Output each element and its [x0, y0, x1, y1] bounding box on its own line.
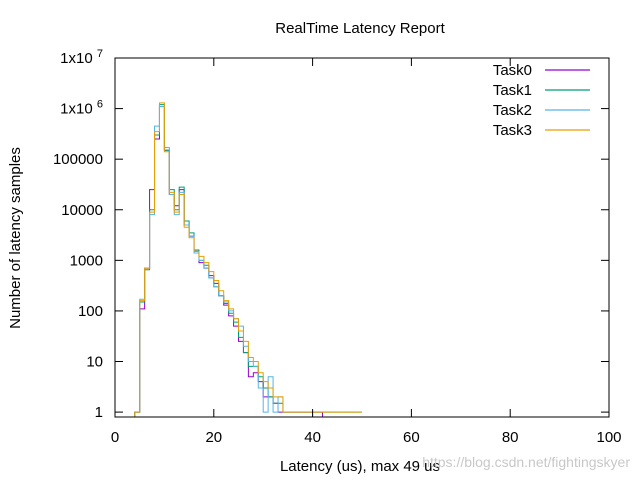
y-tick-label: 100	[78, 303, 103, 320]
plot-border	[114, 57, 610, 418]
watermark: https://blog.csdn.net/fightingskyer	[422, 454, 630, 470]
x-tick-label: 80	[502, 429, 519, 446]
y-tick-label: 100000	[53, 151, 103, 168]
x-tick-label: 0	[111, 429, 119, 446]
legend-label-task3: Task3	[493, 122, 532, 139]
x-tick-label: 20	[205, 429, 222, 446]
legend-label-task2: Task2	[493, 102, 532, 119]
y-tick-label: 1x10 6	[60, 99, 103, 118]
y-tick-label-base: 1x10	[60, 50, 97, 67]
y-tick-label-exponent: 7	[97, 48, 103, 60]
y-tick-label: 1000	[70, 252, 103, 269]
legend-label-task0: Task0	[493, 62, 532, 79]
chart-title: RealTime Latency Report	[275, 20, 445, 37]
y-tick-label: 1	[95, 404, 103, 421]
x-axis-label: Latency (us), max 49 us	[280, 458, 440, 475]
y-tick-label-base: 1x10	[60, 101, 97, 118]
x-tick-label: 100	[596, 429, 621, 446]
x-tick-label: 40	[304, 429, 321, 446]
y-tick-label: 10000	[61, 202, 103, 219]
y-tick-label: 10	[86, 354, 103, 371]
y-axis-label: Number of latency samples	[7, 147, 24, 329]
series-layer	[134, 102, 362, 418]
y-tick-label: 1x10 7	[60, 48, 103, 67]
legend-label-task1: Task1	[493, 82, 532, 99]
series-line-task3	[134, 102, 362, 417]
y-tick-label-exponent: 6	[97, 99, 103, 111]
x-tick-label: 60	[403, 429, 420, 446]
legend: Task0 Task1 Task2 Task3	[493, 62, 590, 139]
